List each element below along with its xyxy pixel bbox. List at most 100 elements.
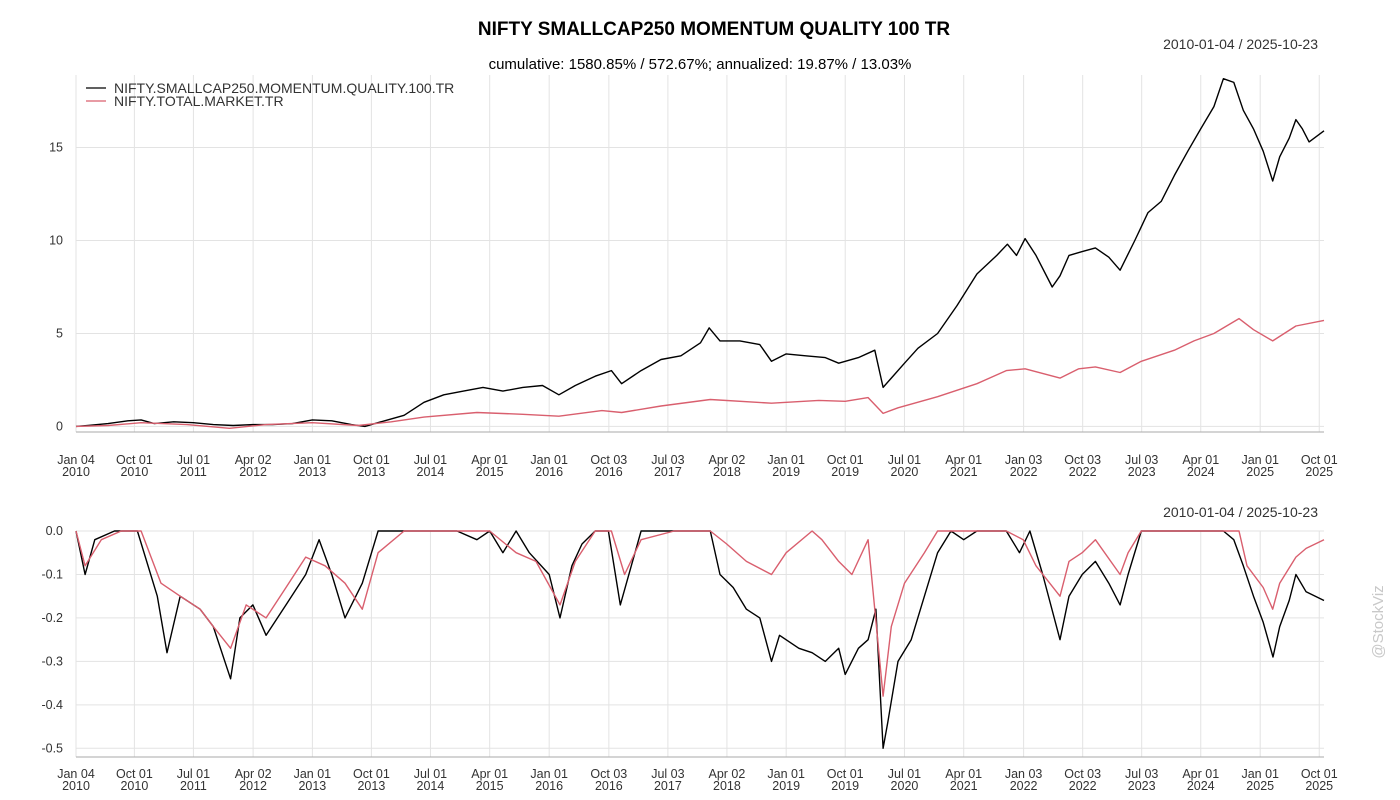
top-xtick-label-18: Jul 03 — [1125, 453, 1158, 467]
legend: NIFTY.SMALLCAP250.MOMENTUM.QUALITY.100.T… — [86, 80, 454, 109]
top-xtick-year-16: 2022 — [1010, 465, 1038, 479]
top-xtick-year-7: 2015 — [476, 465, 504, 479]
top-series-line-0 — [75, 78, 1325, 428]
bottom-xtick-year-15: 2021 — [950, 779, 978, 793]
bottom-xtick-label-20: Jan 01 — [1241, 767, 1279, 781]
bottom-ytick-0: 0.0 — [46, 524, 63, 538]
bottom-xtick-label-11: Apr 02 — [709, 767, 746, 781]
bottom-xtick-label-2: Jul 01 — [177, 767, 210, 781]
top-panel-date-range: 2010-01-04 / 2025-10-23 — [1163, 36, 1318, 52]
bottom-xtick-year-12: 2019 — [772, 779, 800, 793]
bottom-xtick-year-18: 2023 — [1128, 779, 1156, 793]
legend-label-total-market: NIFTY.TOTAL.MARKET.TR — [114, 93, 284, 109]
bottom-xtick-year-0: 2010 — [62, 779, 90, 793]
top-xtick-year-1: 2010 — [120, 465, 148, 479]
bottom-xtick-year-4: 2013 — [298, 779, 326, 793]
top-xtick-year-3: 2012 — [239, 465, 267, 479]
top-xtick-year-10: 2017 — [654, 465, 682, 479]
top-xtick-year-5: 2013 — [357, 465, 385, 479]
top-xtick-label-6: Jul 01 — [414, 453, 447, 467]
bottom-xtick-label-18: Jul 03 — [1125, 767, 1158, 781]
top-xtick-label-20: Jan 01 — [1241, 453, 1279, 467]
bottom-ytick-4: -0.4 — [41, 698, 63, 712]
top-xtick-year-2: 2011 — [180, 465, 207, 479]
bottom-xtick-year-11: 2018 — [713, 779, 741, 793]
bottom-xtick-label-10: Jul 03 — [651, 767, 684, 781]
top-panel-grid — [75, 75, 1324, 432]
bottom-series-line-1 — [75, 530, 1325, 697]
top-xtick-label-10: Jul 03 — [651, 453, 684, 467]
top-xtick-label-17: Oct 03 — [1064, 453, 1101, 467]
top-xtick-year-6: 2014 — [417, 465, 445, 479]
bottom-xtick-year-6: 2014 — [417, 779, 445, 793]
bottom-panel-date-range: 2010-01-04 / 2025-10-23 — [1163, 504, 1318, 520]
bottom-xtick-year-7: 2015 — [476, 779, 504, 793]
top-xtick-year-15: 2021 — [950, 465, 978, 479]
bottom-xtick-year-3: 2012 — [239, 779, 267, 793]
bottom-xtick-label-16: Jan 03 — [1005, 767, 1043, 781]
bottom-ytick-2: -0.2 — [41, 611, 63, 625]
top-ytick-3: 15 — [49, 141, 63, 155]
chart-title: NIFTY SMALLCAP250 MOMENTUM QUALITY 100 T… — [478, 19, 951, 40]
top-xtick-year-14: 2020 — [891, 465, 919, 479]
top-xtick-year-19: 2024 — [1187, 465, 1215, 479]
bottom-xtick-label-1: Oct 01 — [116, 767, 153, 781]
bottom-xtick-year-13: 2019 — [831, 779, 859, 793]
top-xtick-year-4: 2013 — [298, 465, 326, 479]
bottom-ytick-1: -0.1 — [41, 567, 63, 581]
top-xtick-label-9: Oct 03 — [590, 453, 627, 467]
bottom-xtick-label-8: Jan 01 — [530, 767, 568, 781]
top-xtick-label-14: Jul 01 — [888, 453, 921, 467]
top-xtick-label-16: Jan 03 — [1005, 453, 1043, 467]
bottom-xtick-label-3: Apr 02 — [235, 767, 272, 781]
bottom-xtick-label-4: Jan 01 — [294, 767, 332, 781]
bottom-xtick-year-10: 2017 — [654, 779, 682, 793]
top-ytick-2: 10 — [49, 233, 63, 247]
bottom-panel-grid — [75, 530, 1324, 757]
top-xtick-label-1: Oct 01 — [116, 453, 153, 467]
top-xtick-year-12: 2019 — [772, 465, 800, 479]
top-xtick-label-11: Apr 02 — [709, 453, 746, 467]
bottom-xtick-year-2: 2011 — [180, 779, 207, 793]
bottom-xtick-label-14: Jul 01 — [888, 767, 921, 781]
bottom-xtick-label-17: Oct 03 — [1064, 767, 1101, 781]
bottom-xtick-label-19: Apr 01 — [1182, 767, 1219, 781]
bottom-ytick-5: -0.5 — [41, 741, 63, 755]
top-xtick-label-21: Oct 01 — [1301, 453, 1338, 467]
bottom-xtick-year-17: 2022 — [1069, 779, 1097, 793]
bottom-xtick-label-12: Jan 01 — [767, 767, 805, 781]
bottom-xtick-year-14: 2020 — [891, 779, 919, 793]
top-xtick-label-4: Jan 01 — [294, 453, 332, 467]
bottom-xtick-year-20: 2025 — [1246, 779, 1274, 793]
bottom-xtick-year-16: 2022 — [1010, 779, 1038, 793]
top-xtick-year-20: 2025 — [1246, 465, 1274, 479]
top-xtick-year-21: 2025 — [1305, 465, 1333, 479]
bottom-xtick-label-6: Jul 01 — [414, 767, 447, 781]
legend-label-smallcap: NIFTY.SMALLCAP250.MOMENTUM.QUALITY.100.T… — [114, 80, 454, 96]
bottom-xtick-year-21: 2025 — [1305, 779, 1333, 793]
top-xtick-year-8: 2016 — [535, 465, 563, 479]
top-xtick-label-0: Jan 04 — [57, 453, 95, 467]
bottom-xtick-year-9: 2016 — [595, 779, 623, 793]
bottom-xtick-year-5: 2013 — [357, 779, 385, 793]
bottom-xtick-year-19: 2024 — [1187, 779, 1215, 793]
top-xtick-year-11: 2018 — [713, 465, 741, 479]
chart-subtitle: cumulative: 1580.85% / 572.67%; annualiz… — [489, 56, 912, 73]
bottom-xtick-label-9: Oct 03 — [590, 767, 627, 781]
bottom-xtick-year-1: 2010 — [120, 779, 148, 793]
bottom-ytick-3: -0.3 — [41, 654, 63, 668]
bottom-xtick-label-5: Oct 01 — [353, 767, 390, 781]
top-ytick-1: 5 — [56, 326, 63, 340]
watermark: @StockViz — [1370, 585, 1387, 658]
top-xtick-year-9: 2016 — [595, 465, 623, 479]
top-xtick-label-2: Jul 01 — [177, 453, 210, 467]
top-xtick-year-18: 2023 — [1128, 465, 1156, 479]
top-xtick-label-15: Apr 01 — [945, 453, 982, 467]
top-ytick-0: 0 — [56, 419, 63, 433]
bottom-xtick-label-0: Jan 04 — [57, 767, 95, 781]
bottom-xtick-label-21: Oct 01 — [1301, 767, 1338, 781]
top-xtick-label-12: Jan 01 — [767, 453, 805, 467]
